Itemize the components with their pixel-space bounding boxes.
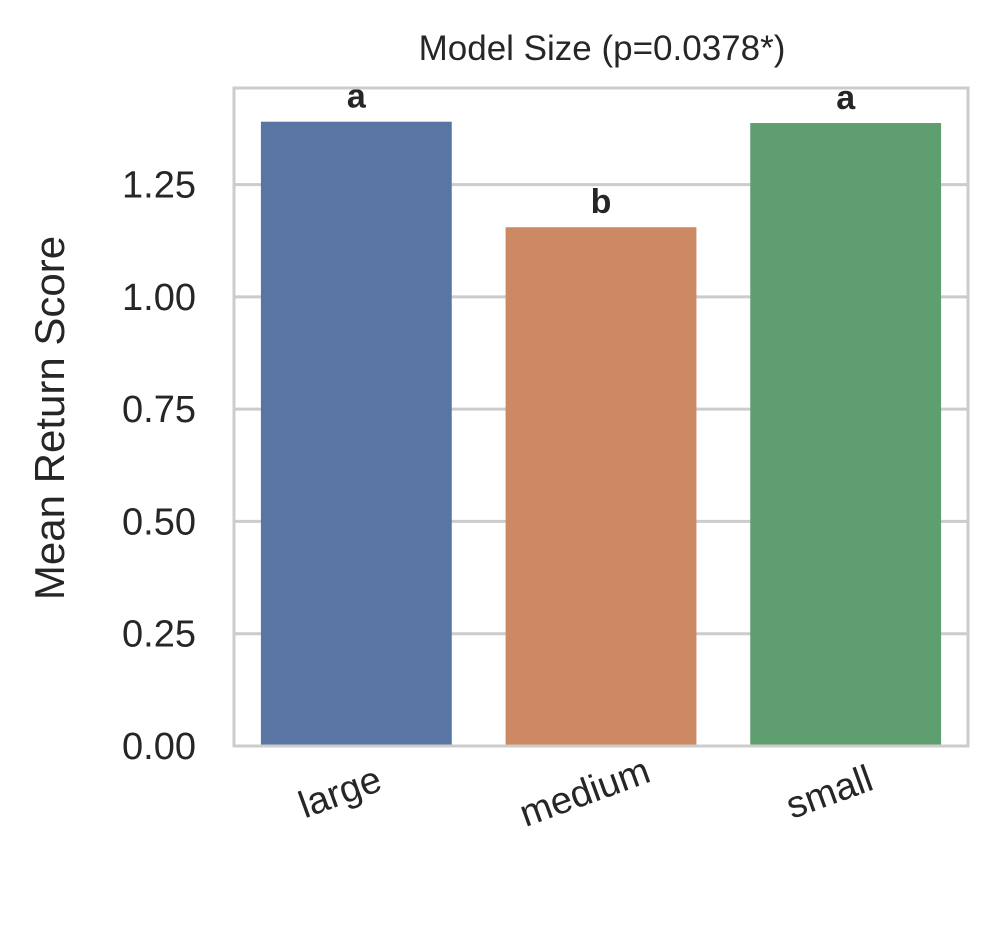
significance-letter-medium: b — [591, 183, 612, 221]
x-tick-label-small: small — [781, 758, 879, 828]
y-tick-label: 0.00 — [122, 726, 196, 768]
x-tick-label-medium: medium — [514, 750, 655, 836]
significance-letter-small: a — [836, 79, 856, 117]
bars — [260, 121, 942, 747]
y-tick-label: 0.25 — [122, 614, 196, 656]
chart-title: Model Size (p=0.0378*) — [419, 29, 786, 68]
bar-small — [750, 123, 942, 746]
y-tick-label: 0.75 — [122, 389, 196, 431]
y-tick-label: 1.25 — [122, 165, 196, 207]
bar-medium — [505, 227, 697, 747]
y-tick-label: 1.00 — [122, 277, 196, 319]
x-tick-labels: large medium small — [293, 750, 878, 836]
y-tick-label: 0.50 — [122, 501, 196, 543]
y-axis-label: Mean Return Score — [26, 236, 73, 600]
bar-large — [260, 121, 452, 746]
significance-letter-large: a — [347, 78, 367, 116]
x-tick-label-large: large — [293, 759, 387, 827]
plot-frame — [232, 86, 970, 748]
y-tick-labels: 0.00 0.25 0.50 0.75 1.00 1.25 — [122, 165, 196, 768]
